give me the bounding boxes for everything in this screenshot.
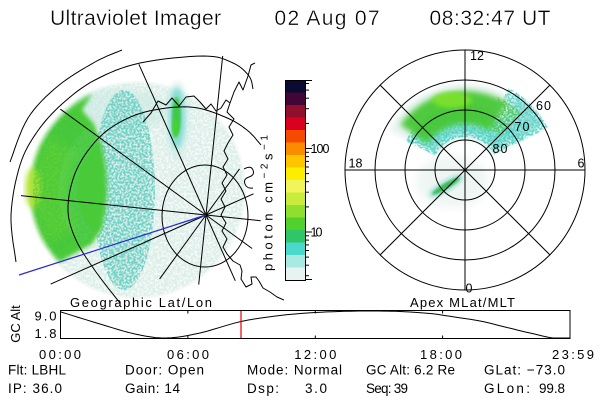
svg-text:10: 10 xyxy=(311,226,323,240)
svg-text:70: 70 xyxy=(515,120,530,134)
svg-text:1.8: 1.8 xyxy=(35,326,57,341)
svg-text:IP: 36.0: IP: 36.0 xyxy=(8,381,62,396)
svg-text:GLon:: GLon: xyxy=(484,381,530,396)
svg-text:Mode: Normal: Mode: Normal xyxy=(247,363,342,378)
svg-text:9.0: 9.0 xyxy=(35,309,57,324)
svg-text:GLat: −73.0: GLat: −73.0 xyxy=(484,363,565,378)
svg-text:100: 100 xyxy=(311,142,330,156)
svg-text:12:00: 12:00 xyxy=(294,347,336,362)
svg-text:02 Aug 07: 02 Aug 07 xyxy=(275,7,380,30)
svg-text:Geographic Lat/Lon: Geographic Lat/Lon xyxy=(70,295,212,310)
svg-text:Seq: 39: Seq: 39 xyxy=(366,381,408,396)
svg-text:Door: Open: Door: Open xyxy=(125,363,204,378)
svg-text:23:59: 23:59 xyxy=(552,347,594,362)
svg-text:18:00: 18:00 xyxy=(420,347,462,362)
svg-text:Apex MLat/MLT: Apex MLat/MLT xyxy=(410,295,515,310)
svg-text:Flt: LBHL: Flt: LBHL xyxy=(8,363,66,378)
svg-text:GC Alt: 6.2 Re: GC Alt: 6.2 Re xyxy=(366,363,455,378)
svg-text:6: 6 xyxy=(578,157,585,171)
svg-text:12: 12 xyxy=(470,49,484,63)
svg-text:99.8: 99.8 xyxy=(539,381,565,396)
svg-text:3.0: 3.0 xyxy=(305,381,327,396)
svg-text:60: 60 xyxy=(536,99,551,113)
svg-text:18: 18 xyxy=(349,157,363,171)
svg-text:Dsp:: Dsp: xyxy=(247,381,279,396)
svg-text:00:00: 00:00 xyxy=(39,347,81,362)
svg-text:80: 80 xyxy=(493,142,508,156)
svg-text:Gain: 14: Gain: 14 xyxy=(125,381,180,396)
svg-text:GC Alt: GC Alt xyxy=(8,305,23,343)
svg-text:photon cm−2s−1: photon cm−2s−1 xyxy=(260,135,276,271)
svg-text:06:00: 06:00 xyxy=(167,347,209,362)
svg-text:0: 0 xyxy=(466,282,473,296)
svg-text:Ultraviolet Imager: Ultraviolet Imager xyxy=(50,7,221,30)
svg-text:08:32:47 UT: 08:32:47 UT xyxy=(430,7,551,30)
